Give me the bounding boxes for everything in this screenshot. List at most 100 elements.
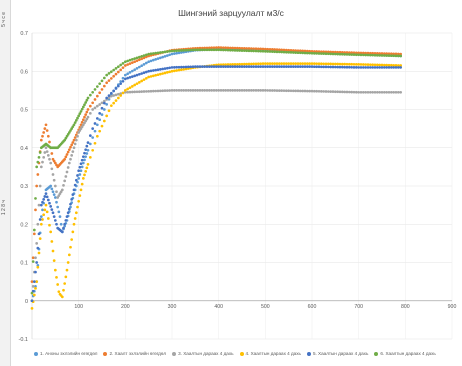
data-point <box>263 65 267 69</box>
data-point <box>50 240 54 243</box>
data-point <box>107 72 111 75</box>
data-point <box>238 65 242 69</box>
data-point <box>137 55 141 59</box>
data-point <box>191 48 195 52</box>
data-point <box>91 148 95 152</box>
data-point <box>289 62 293 65</box>
data-point <box>42 213 46 217</box>
data-point <box>112 74 116 78</box>
data-point <box>203 65 207 69</box>
data-point <box>357 66 361 69</box>
data-point <box>203 89 207 92</box>
data-point <box>298 89 302 93</box>
data-point <box>270 50 274 53</box>
data-point <box>52 259 56 262</box>
data-point <box>123 64 127 67</box>
series-2 <box>30 46 403 283</box>
data-point <box>205 46 209 50</box>
data-point <box>305 51 309 55</box>
data-point <box>83 103 86 107</box>
data-point <box>394 66 398 69</box>
data-point <box>305 62 309 65</box>
data-point <box>233 65 237 69</box>
data-point <box>48 157 51 161</box>
data-point <box>317 65 321 69</box>
data-point <box>219 46 223 49</box>
data-point <box>105 96 109 100</box>
data-point <box>170 89 174 92</box>
data-point <box>266 47 270 51</box>
data-point <box>315 65 319 69</box>
data-point <box>184 89 188 92</box>
data-point <box>100 88 104 91</box>
data-point <box>366 63 370 66</box>
data-point <box>62 226 65 230</box>
data-point <box>261 89 265 92</box>
data-point <box>44 146 48 150</box>
data-point <box>275 48 279 51</box>
data-point <box>277 50 281 54</box>
data-point <box>289 51 293 54</box>
data-point <box>273 62 277 65</box>
data-point <box>95 134 99 138</box>
data-point <box>121 79 125 83</box>
data-point <box>112 101 116 105</box>
data-point <box>105 73 109 77</box>
data-point <box>247 47 251 50</box>
data-point <box>350 90 354 94</box>
data-point <box>226 89 230 92</box>
data-point <box>219 65 223 69</box>
data-point <box>119 63 123 67</box>
legend-item: 1. Анхны эхлэлийн өгөгдөл <box>34 351 97 356</box>
data-point <box>85 166 89 170</box>
data-point <box>88 155 92 159</box>
legend-marker <box>239 351 244 356</box>
data-point <box>30 307 34 310</box>
data-point <box>175 69 179 72</box>
data-point <box>210 89 214 92</box>
data-point <box>231 63 235 66</box>
y-tick-label: 0.4 <box>20 146 28 152</box>
data-point <box>249 47 253 50</box>
data-point <box>392 54 396 58</box>
data-point <box>329 52 333 56</box>
data-point <box>123 90 127 94</box>
data-point <box>168 89 172 92</box>
data-point <box>361 90 365 94</box>
data-point <box>235 62 239 66</box>
data-point <box>357 90 361 94</box>
data-point <box>51 173 55 176</box>
data-point <box>186 48 190 52</box>
data-point <box>147 52 151 56</box>
data-point <box>55 190 58 194</box>
data-point <box>242 49 246 53</box>
data-point <box>36 222 40 226</box>
data-point <box>380 54 384 57</box>
data-point <box>263 50 267 53</box>
data-point <box>256 49 260 53</box>
data-point <box>224 89 228 92</box>
data-point <box>60 230 64 234</box>
data-point <box>305 65 309 69</box>
data-point <box>354 90 358 94</box>
x-tick-label: 800 <box>401 304 410 310</box>
data-point <box>329 50 333 54</box>
data-point <box>396 54 400 58</box>
data-point <box>85 98 89 102</box>
data-point <box>98 118 102 122</box>
data-point <box>70 143 74 147</box>
data-point <box>144 53 148 57</box>
series-5 <box>30 65 403 303</box>
data-point <box>214 46 218 49</box>
data-point <box>301 51 305 55</box>
data-point <box>177 89 181 92</box>
data-point <box>53 219 57 222</box>
data-point <box>219 89 223 92</box>
legend: 1. Анхны эхлэлийн өгөгдөл 2. Хаалт эхлэли… <box>34 351 454 356</box>
data-point <box>368 63 372 67</box>
data-point <box>291 49 295 52</box>
data-point <box>284 89 288 93</box>
data-point <box>69 157 72 161</box>
data-point <box>291 62 295 65</box>
data-point <box>49 205 53 208</box>
